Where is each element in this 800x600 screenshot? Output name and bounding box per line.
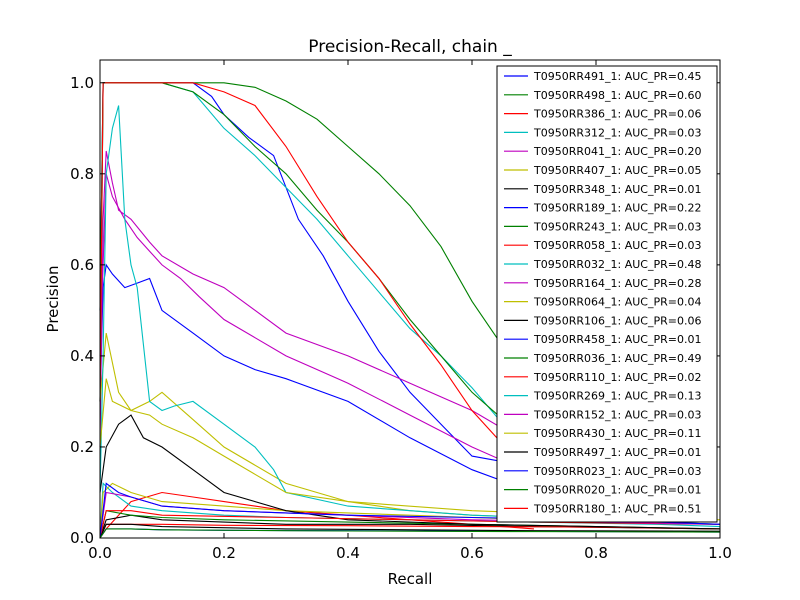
series-line-21 (99, 523, 721, 539)
legend-entry: T0950RR312_1: AUC_PR=0.03 (533, 126, 701, 139)
series-line-8 (99, 263, 535, 494)
legend-entry: T0950RR491_1: AUC_PR=0.45 (533, 70, 701, 83)
y-tick-label: 0.4 (70, 347, 94, 365)
legend-entry: T0950RR036_1: AUC_PR=0.49 (533, 352, 701, 365)
x-axis-ticks: 0.0 0.2 0.4 0.6 0.8 1.0 (88, 60, 732, 562)
legend-entry: T0950RR152_1: AUC_PR=0.03 (533, 408, 701, 421)
x-tick-label: 0.2 (212, 544, 236, 562)
plot-frame (99, 59, 721, 539)
y-tick-label: 0.8 (70, 165, 94, 183)
y-tick-label: 0.2 (70, 438, 94, 456)
series-line-23 (99, 528, 721, 539)
x-tick-label: 1.0 (708, 544, 732, 562)
legend-entry: T0950RR497_1: AUC_PR=0.01 (533, 446, 701, 459)
y-tick-label: 0.6 (70, 256, 94, 274)
legend-entry: T0950RR430_1: AUC_PR=0.11 (533, 427, 701, 440)
legend-entry: T0950RR386_1: AUC_PR=0.06 (533, 108, 701, 121)
legend-entry: T0950RR020_1: AUC_PR=0.01 (533, 484, 701, 497)
legend-entry: T0950RR110_1: AUC_PR=0.02 (533, 371, 701, 384)
y-tick-label: 0.0 (70, 529, 94, 547)
y-axis-label: Precision (44, 266, 62, 333)
y-tick-label: 1.0 (70, 74, 94, 92)
legend-entry: T0950RR106_1: AUC_PR=0.06 (533, 314, 701, 327)
series-line-12 (99, 150, 597, 475)
legend-entry: T0950RR023_1: AUC_PR=0.03 (533, 465, 701, 478)
series-line-24 (99, 82, 498, 439)
x-tick-label: 0.0 (88, 544, 112, 562)
x-tick-label: 0.8 (584, 544, 608, 562)
series-line-7 (99, 514, 721, 539)
legend: T0950RR491_1: AUC_PR=0.45 T0950RR498_1: A… (496, 65, 718, 523)
legend-entry: T0950RR032_1: AUC_PR=0.48 (533, 258, 701, 271)
legend-entry: T0950RR180_1: AUC_PR=0.51 (533, 502, 701, 515)
legend-entry: T0950RR189_1: AUC_PR=0.22 (533, 202, 701, 215)
legend-entry: T0950RR243_1: AUC_PR=0.03 (533, 220, 701, 233)
x-tick-label: 0.4 (336, 544, 360, 562)
y-axis-ticks: 0.0 0.2 0.4 0.6 0.8 1.0 (70, 74, 720, 547)
x-axis-label: Recall (388, 570, 433, 588)
legend-entry: T0950RR498_1: AUC_PR=0.60 (533, 89, 701, 102)
legend-entry: T0950RR041_1: AUC_PR=0.20 (533, 145, 701, 158)
series-line-14 (99, 414, 721, 530)
legend-entry: T0950RR269_1: AUC_PR=0.13 (533, 390, 701, 403)
series-line-18 (99, 105, 721, 525)
legend-entry: T0950RR164_1: AUC_PR=0.28 (533, 277, 701, 290)
series-line-5 (99, 173, 597, 503)
legend-entry: T0950RR458_1: AUC_PR=0.01 (533, 333, 701, 346)
legend-entry: T0950RR058_1: AUC_PR=0.03 (533, 239, 701, 252)
legend-entry: T0950RR348_1: AUC_PR=0.01 (533, 183, 701, 196)
chart-title: Precision-Recall, chain _ (308, 37, 512, 57)
series-line-20 (99, 378, 721, 521)
legend-entry: T0950RR407_1: AUC_PR=0.05 (533, 164, 701, 177)
legend-entry: T0950RR064_1: AUC_PR=0.04 (533, 296, 701, 309)
legend-frame (496, 65, 718, 523)
x-tick-label: 0.6 (460, 544, 484, 562)
